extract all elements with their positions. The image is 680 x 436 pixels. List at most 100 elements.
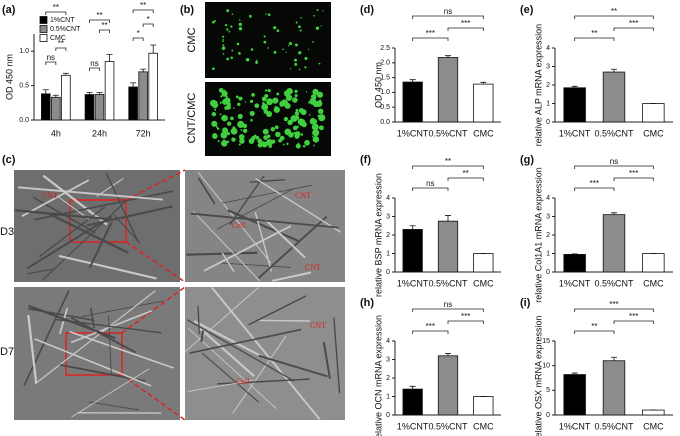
fiber: [21, 179, 90, 217]
cell-dot: [245, 57, 250, 62]
x-tick-label: 1%CNT: [559, 278, 591, 288]
cell-dot: [307, 48, 310, 50]
error-bar: [140, 68, 147, 72]
error-bar: [445, 353, 451, 356]
error-bar: [611, 68, 617, 73]
y-tick-label: 5: [546, 387, 550, 394]
significance-label: **: [140, 1, 146, 10]
cell-dot: [295, 108, 299, 112]
cell-dot: [298, 107, 304, 113]
fiber: [39, 206, 106, 258]
fiber: [221, 184, 312, 204]
cell-dot: [221, 90, 228, 97]
panel-label: (f): [360, 154, 371, 166]
confocal-image: [205, 2, 331, 78]
fiber: [232, 336, 287, 414]
bar: [402, 388, 423, 416]
cell-dot: [257, 138, 263, 144]
cell-dot: [238, 19, 241, 21]
bar: [642, 409, 665, 416]
cell-dot: [216, 126, 218, 129]
cell-dot: [224, 97, 231, 104]
cell-dot: [318, 62, 321, 65]
significance-bracket: [613, 320, 654, 324]
cell-dot: [231, 137, 236, 142]
cell-dot: [262, 102, 265, 105]
y-axis-label: OD 450 nm: [373, 62, 383, 108]
x-tick-label: CMC: [473, 278, 494, 288]
cell-dot: [264, 94, 269, 99]
error-bar: [86, 92, 93, 95]
significance-label: **: [463, 169, 469, 178]
fiber: [211, 286, 321, 420]
y-tick-label: 3: [546, 63, 550, 70]
cell-dot: [235, 95, 239, 99]
y-tick-label: 2: [546, 82, 550, 89]
y-tick-label: 2: [546, 232, 550, 239]
significance-label: ***: [629, 312, 638, 321]
cell-dot: [292, 125, 298, 131]
cell-dot: [240, 129, 243, 132]
cell-dot: [315, 26, 320, 30]
cell-dot: [316, 91, 324, 98]
x-tick-label: 1%CNT: [559, 421, 591, 431]
fiber: [34, 338, 152, 387]
image-annotation: Cell: [236, 377, 250, 386]
y-tick-label: 3: [386, 356, 390, 363]
significance-label: ns: [47, 53, 55, 62]
cell-dot: [288, 41, 292, 46]
cell-dot: [263, 135, 268, 140]
cell-dot: [214, 20, 216, 22]
bar: [437, 57, 459, 123]
cell-dot: [219, 101, 222, 104]
fiber: [113, 214, 141, 244]
error-bar: [571, 85, 578, 88]
significance-bracket: [89, 19, 110, 23]
fiber: [58, 254, 157, 280]
image-label: CNT/CMC: [186, 93, 198, 144]
bar: [41, 93, 51, 121]
error-bar: [445, 215, 451, 222]
x-tick-label: 4h: [51, 128, 61, 138]
fiber: [200, 330, 205, 343]
significance-label: ***: [426, 29, 435, 38]
y-tick-label: 2.0: [380, 60, 390, 67]
y-tick-label: 1: [386, 250, 390, 257]
bar: [402, 229, 423, 273]
zoom-line: [125, 241, 186, 283]
error-bar: [571, 253, 578, 255]
y-tick-label: 1: [386, 393, 390, 400]
cell-dot: [214, 108, 217, 111]
bar: [437, 355, 459, 416]
cell-dot: [276, 29, 280, 33]
cell-dot: [312, 40, 314, 43]
cell-dot: [221, 114, 228, 122]
image-label: CMC: [186, 27, 198, 52]
fiber: [258, 354, 328, 378]
fiber: [41, 201, 126, 281]
cell-dot: [265, 138, 273, 146]
fiber: [229, 175, 265, 226]
fiber: [27, 268, 54, 275]
y-tick-label: 0.0: [19, 117, 29, 124]
bar: [104, 61, 115, 121]
x-tick-label: 0.5%CNT: [428, 421, 468, 431]
bar: [642, 253, 665, 273]
significance-label: *: [147, 15, 150, 24]
cell-dot: [269, 144, 273, 148]
panel-label: (i): [520, 297, 531, 309]
fiber: [26, 215, 113, 270]
cell-dot: [298, 25, 301, 29]
fiber: [105, 172, 139, 242]
fiber: [34, 290, 156, 385]
image-annotation: CNT: [305, 263, 321, 272]
fiber: [15, 209, 112, 221]
cell-dot: [232, 126, 236, 130]
cell-dot: [322, 10, 324, 12]
fiber: [216, 188, 294, 230]
cell-dot: [221, 140, 228, 147]
significance-bracket: [447, 320, 484, 324]
bar: [128, 86, 138, 121]
fiber: [271, 271, 312, 282]
error-bar: [42, 89, 49, 94]
